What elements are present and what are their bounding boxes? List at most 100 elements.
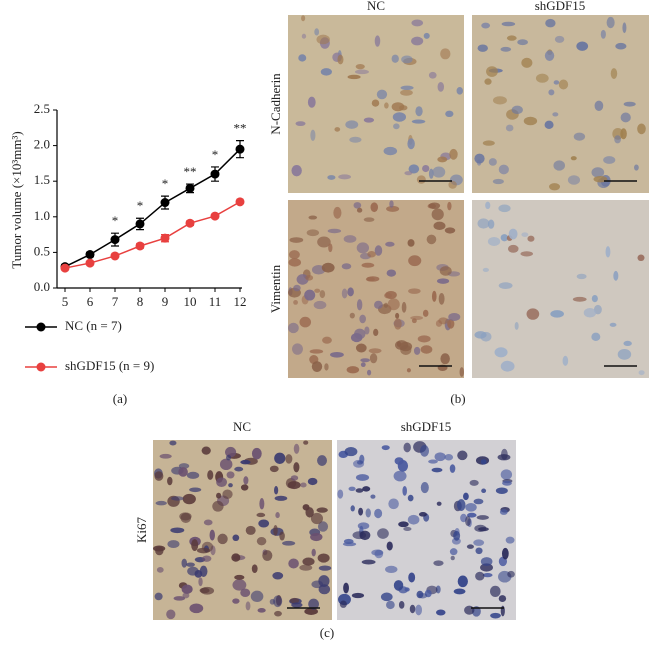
cell <box>615 42 627 50</box>
cell <box>428 168 434 179</box>
cell <box>262 550 273 561</box>
cell <box>219 458 233 471</box>
cell <box>154 471 164 481</box>
cell <box>359 530 371 541</box>
cell <box>273 595 283 608</box>
cell <box>448 312 461 321</box>
point <box>85 250 95 260</box>
row-label: N-Cadherin <box>268 73 283 135</box>
y-tick-label: 2.0 <box>34 137 50 152</box>
cell <box>397 460 409 472</box>
cell <box>501 21 516 27</box>
cell <box>398 521 409 528</box>
cell <box>485 201 491 210</box>
y-tick-label: 1.0 <box>34 208 50 223</box>
point <box>110 251 120 261</box>
cell <box>179 512 192 521</box>
cell <box>415 604 423 616</box>
y-axis-title: Tumor volume (×10³mm³) <box>9 131 24 268</box>
cell <box>322 336 332 344</box>
cell <box>187 566 199 576</box>
cell <box>251 564 258 573</box>
cell <box>507 570 515 578</box>
x-tick-label: 9 <box>162 294 169 309</box>
legend-marker <box>36 322 46 332</box>
cell <box>198 577 203 587</box>
cell <box>250 590 264 602</box>
point <box>110 235 120 245</box>
series-line <box>64 148 241 268</box>
cell <box>437 156 448 163</box>
cell <box>572 296 587 302</box>
cell <box>343 235 357 243</box>
point <box>185 218 195 228</box>
cell <box>173 596 186 601</box>
cell <box>216 492 222 499</box>
cell <box>418 592 428 599</box>
cell <box>422 164 430 173</box>
cell <box>341 288 348 299</box>
point <box>235 197 245 207</box>
cell <box>408 164 420 174</box>
cell <box>388 498 399 510</box>
panel-label: (b) <box>450 391 465 406</box>
cell <box>226 471 235 479</box>
cell <box>467 512 477 518</box>
cell <box>393 318 402 330</box>
cell <box>292 343 303 355</box>
cell <box>308 598 319 610</box>
cell <box>501 547 509 560</box>
cell <box>327 175 336 180</box>
point <box>235 144 245 154</box>
cell <box>638 370 645 376</box>
cell <box>295 121 306 127</box>
cell <box>374 549 384 559</box>
cell <box>350 505 355 512</box>
point <box>60 263 70 273</box>
cell <box>272 572 284 580</box>
cell <box>514 321 519 330</box>
cell <box>228 483 233 488</box>
cell <box>231 553 241 562</box>
cell <box>304 608 318 615</box>
cell <box>316 34 330 45</box>
cell <box>386 205 400 212</box>
cell <box>178 463 190 469</box>
row-label: Vimentin <box>268 264 283 313</box>
cell <box>350 332 363 343</box>
cell <box>526 308 540 320</box>
cell <box>317 455 327 466</box>
x-tick-label: 10 <box>184 294 197 309</box>
cell <box>169 440 177 446</box>
cell <box>343 538 354 545</box>
cell <box>212 500 224 512</box>
cell <box>363 117 375 123</box>
cell <box>307 96 316 108</box>
cell <box>285 454 293 464</box>
cell <box>353 202 362 209</box>
cell <box>548 89 555 96</box>
cell <box>356 207 363 213</box>
cell <box>482 140 495 146</box>
legend-label: shGDF15 (n = 9) <box>65 358 154 373</box>
cell <box>356 242 370 254</box>
cell <box>383 146 398 156</box>
cell <box>171 496 184 501</box>
cell <box>500 46 512 52</box>
cell <box>500 605 505 617</box>
cell <box>232 598 240 604</box>
cell <box>634 164 639 171</box>
cell <box>189 603 204 614</box>
y-tick-label: 2.5 <box>34 101 50 116</box>
point <box>135 219 145 229</box>
cell <box>428 459 438 464</box>
cell <box>457 575 468 588</box>
cell <box>527 235 535 242</box>
cell <box>500 360 515 372</box>
cell <box>293 462 300 473</box>
cell <box>370 494 376 499</box>
cell <box>411 119 426 124</box>
cell <box>337 54 344 65</box>
cell <box>594 100 604 112</box>
cell <box>495 487 508 494</box>
